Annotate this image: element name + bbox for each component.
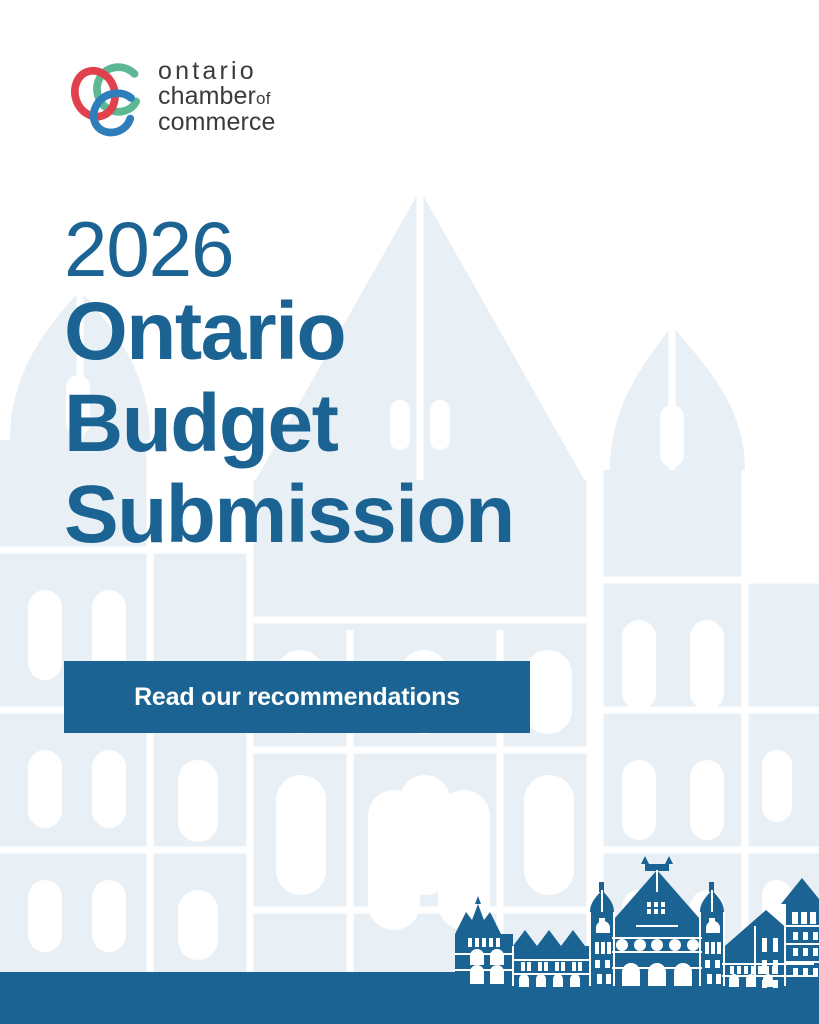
title-line-submission: Submission	[64, 469, 515, 561]
logo-line-ontario: ontario	[158, 56, 257, 85]
title-year: 2026	[64, 205, 235, 293]
logo-word-chamber: chamber	[158, 82, 256, 111]
logo-line-chamber-of: chamberof	[158, 84, 276, 110]
logo-wordmark: ontario chamberof commerce	[158, 56, 276, 138]
read-recommendations-button[interactable]: Read our recommendations	[64, 661, 530, 733]
footer-band	[0, 972, 819, 1024]
logo-word-of: of	[255, 89, 271, 109]
logo-line-commerce: commerce	[158, 107, 276, 136]
page-title: 2026 Ontario Budget Submission	[64, 205, 515, 561]
chamber-rings-icon	[70, 63, 141, 137]
read-recommendations-label: Read our recommendations	[134, 682, 460, 711]
ontario-chamber-of-commerce-logo[interactable]: ontario chamberof commerce	[64, 55, 276, 141]
title-line-ontario: Ontario	[64, 285, 347, 377]
title-line-budget: Budget	[64, 377, 339, 469]
